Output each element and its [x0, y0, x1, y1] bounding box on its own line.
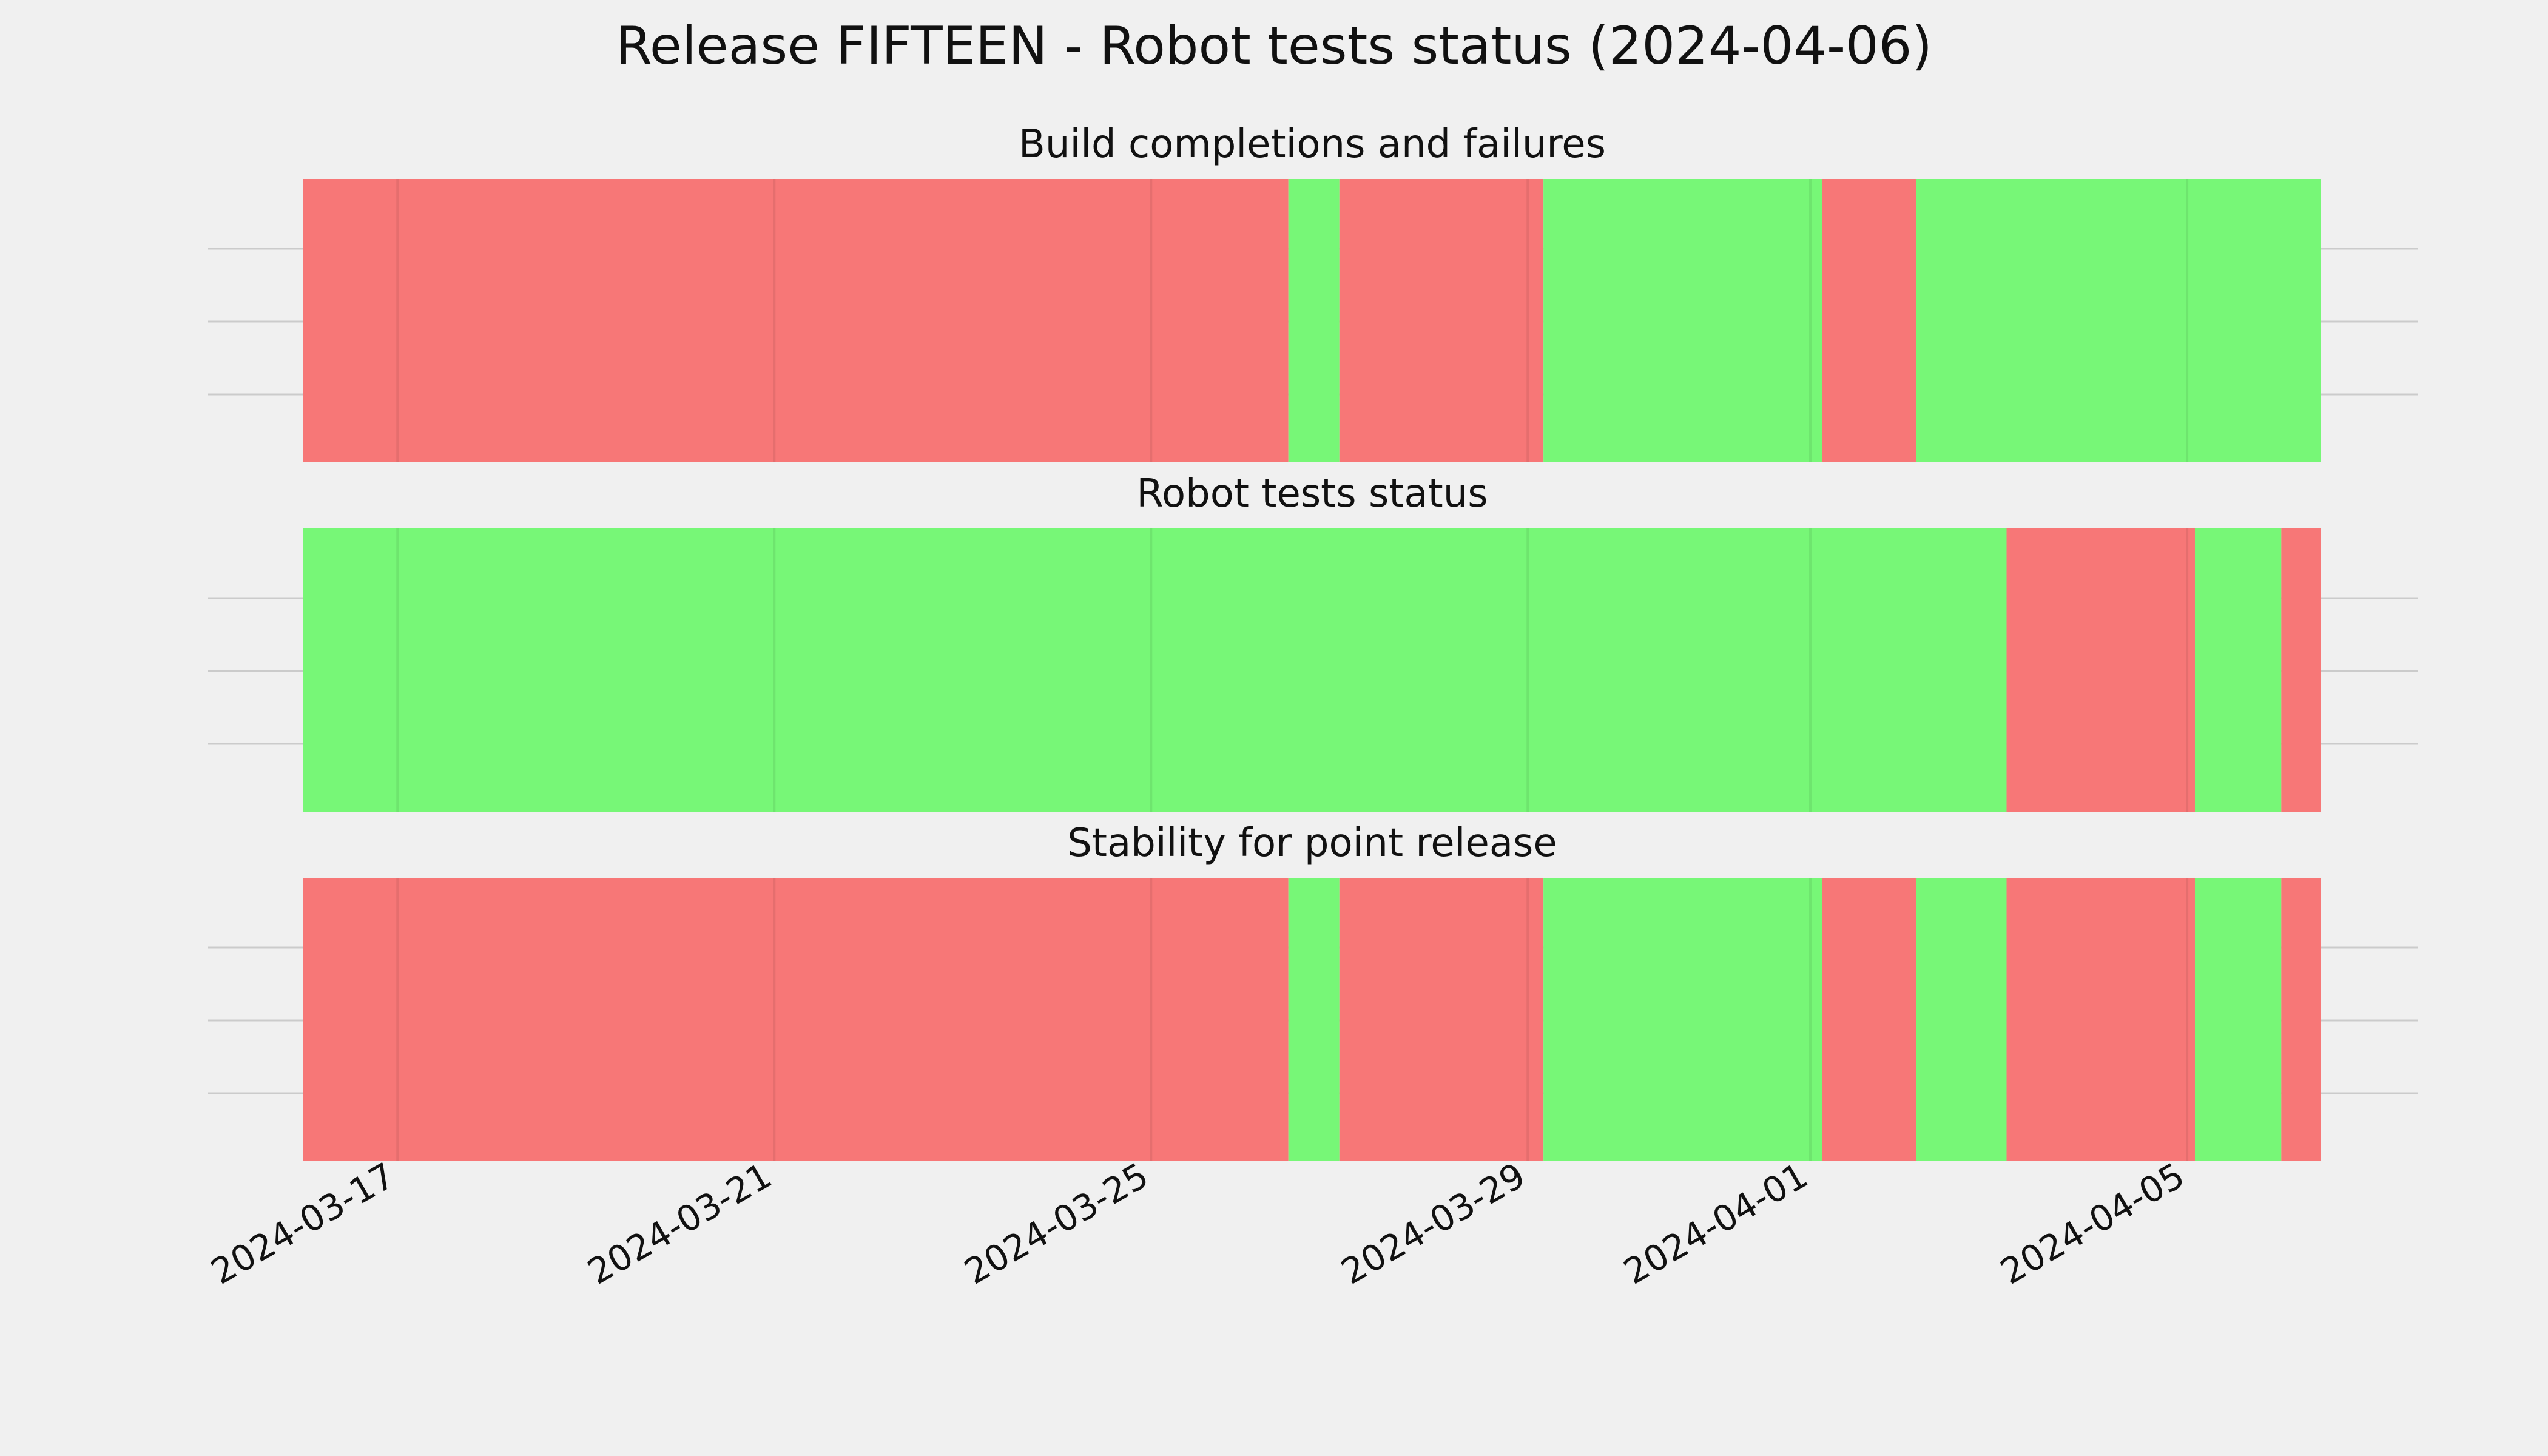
x-tick-label: 2024-03-17	[204, 1154, 402, 1292]
segment-pass	[303, 528, 2007, 812]
segment-pass	[1288, 878, 1340, 1161]
segment-fail	[1822, 179, 1916, 462]
x-tick-label: 2024-04-05	[1994, 1154, 2191, 1292]
segment-fail	[303, 878, 1289, 1161]
x-axis-ticks: 2024-03-17 2024-03-21 2024-03-25 2024-03-29…	[204, 1154, 2191, 1292]
panels: Build completions and failures Robot test…	[208, 122, 2418, 1161]
panel: Robot tests status	[208, 471, 2418, 812]
segment-pass	[1916, 878, 2007, 1161]
segment-pass	[2194, 878, 2282, 1161]
segment-pass	[1543, 179, 1822, 462]
segment-fail	[303, 179, 1289, 462]
segment-fail	[1822, 878, 1916, 1161]
chart-title: Release FIFTEEN - Robot tests status (20…	[616, 16, 1932, 76]
panel-title: Robot tests status	[1136, 471, 1488, 516]
segment-fail	[2281, 528, 2320, 812]
panel: Stability for point release	[208, 821, 2418, 1161]
segment-fail	[1339, 179, 1544, 462]
x-tick-label: 2024-03-25	[957, 1154, 1155, 1292]
x-tick-label: 2024-04-01	[1617, 1154, 1815, 1292]
panel-title: Build completions and failures	[1019, 122, 1606, 167]
segment-pass	[1916, 179, 2320, 462]
panel-title: Stability for point release	[1067, 821, 1557, 866]
panel: Build completions and failures	[208, 122, 2418, 462]
segment-fail	[1339, 878, 1544, 1161]
segment-fail	[2281, 878, 2320, 1161]
segment-pass	[2194, 528, 2282, 812]
x-tick-label: 2024-03-21	[581, 1154, 778, 1292]
segment-pass	[1543, 878, 1822, 1161]
segment-pass	[1288, 179, 1340, 462]
segment-fail	[2006, 528, 2195, 812]
segment-fail	[2006, 878, 2195, 1161]
x-tick-label: 2024-03-29	[1334, 1154, 1532, 1292]
